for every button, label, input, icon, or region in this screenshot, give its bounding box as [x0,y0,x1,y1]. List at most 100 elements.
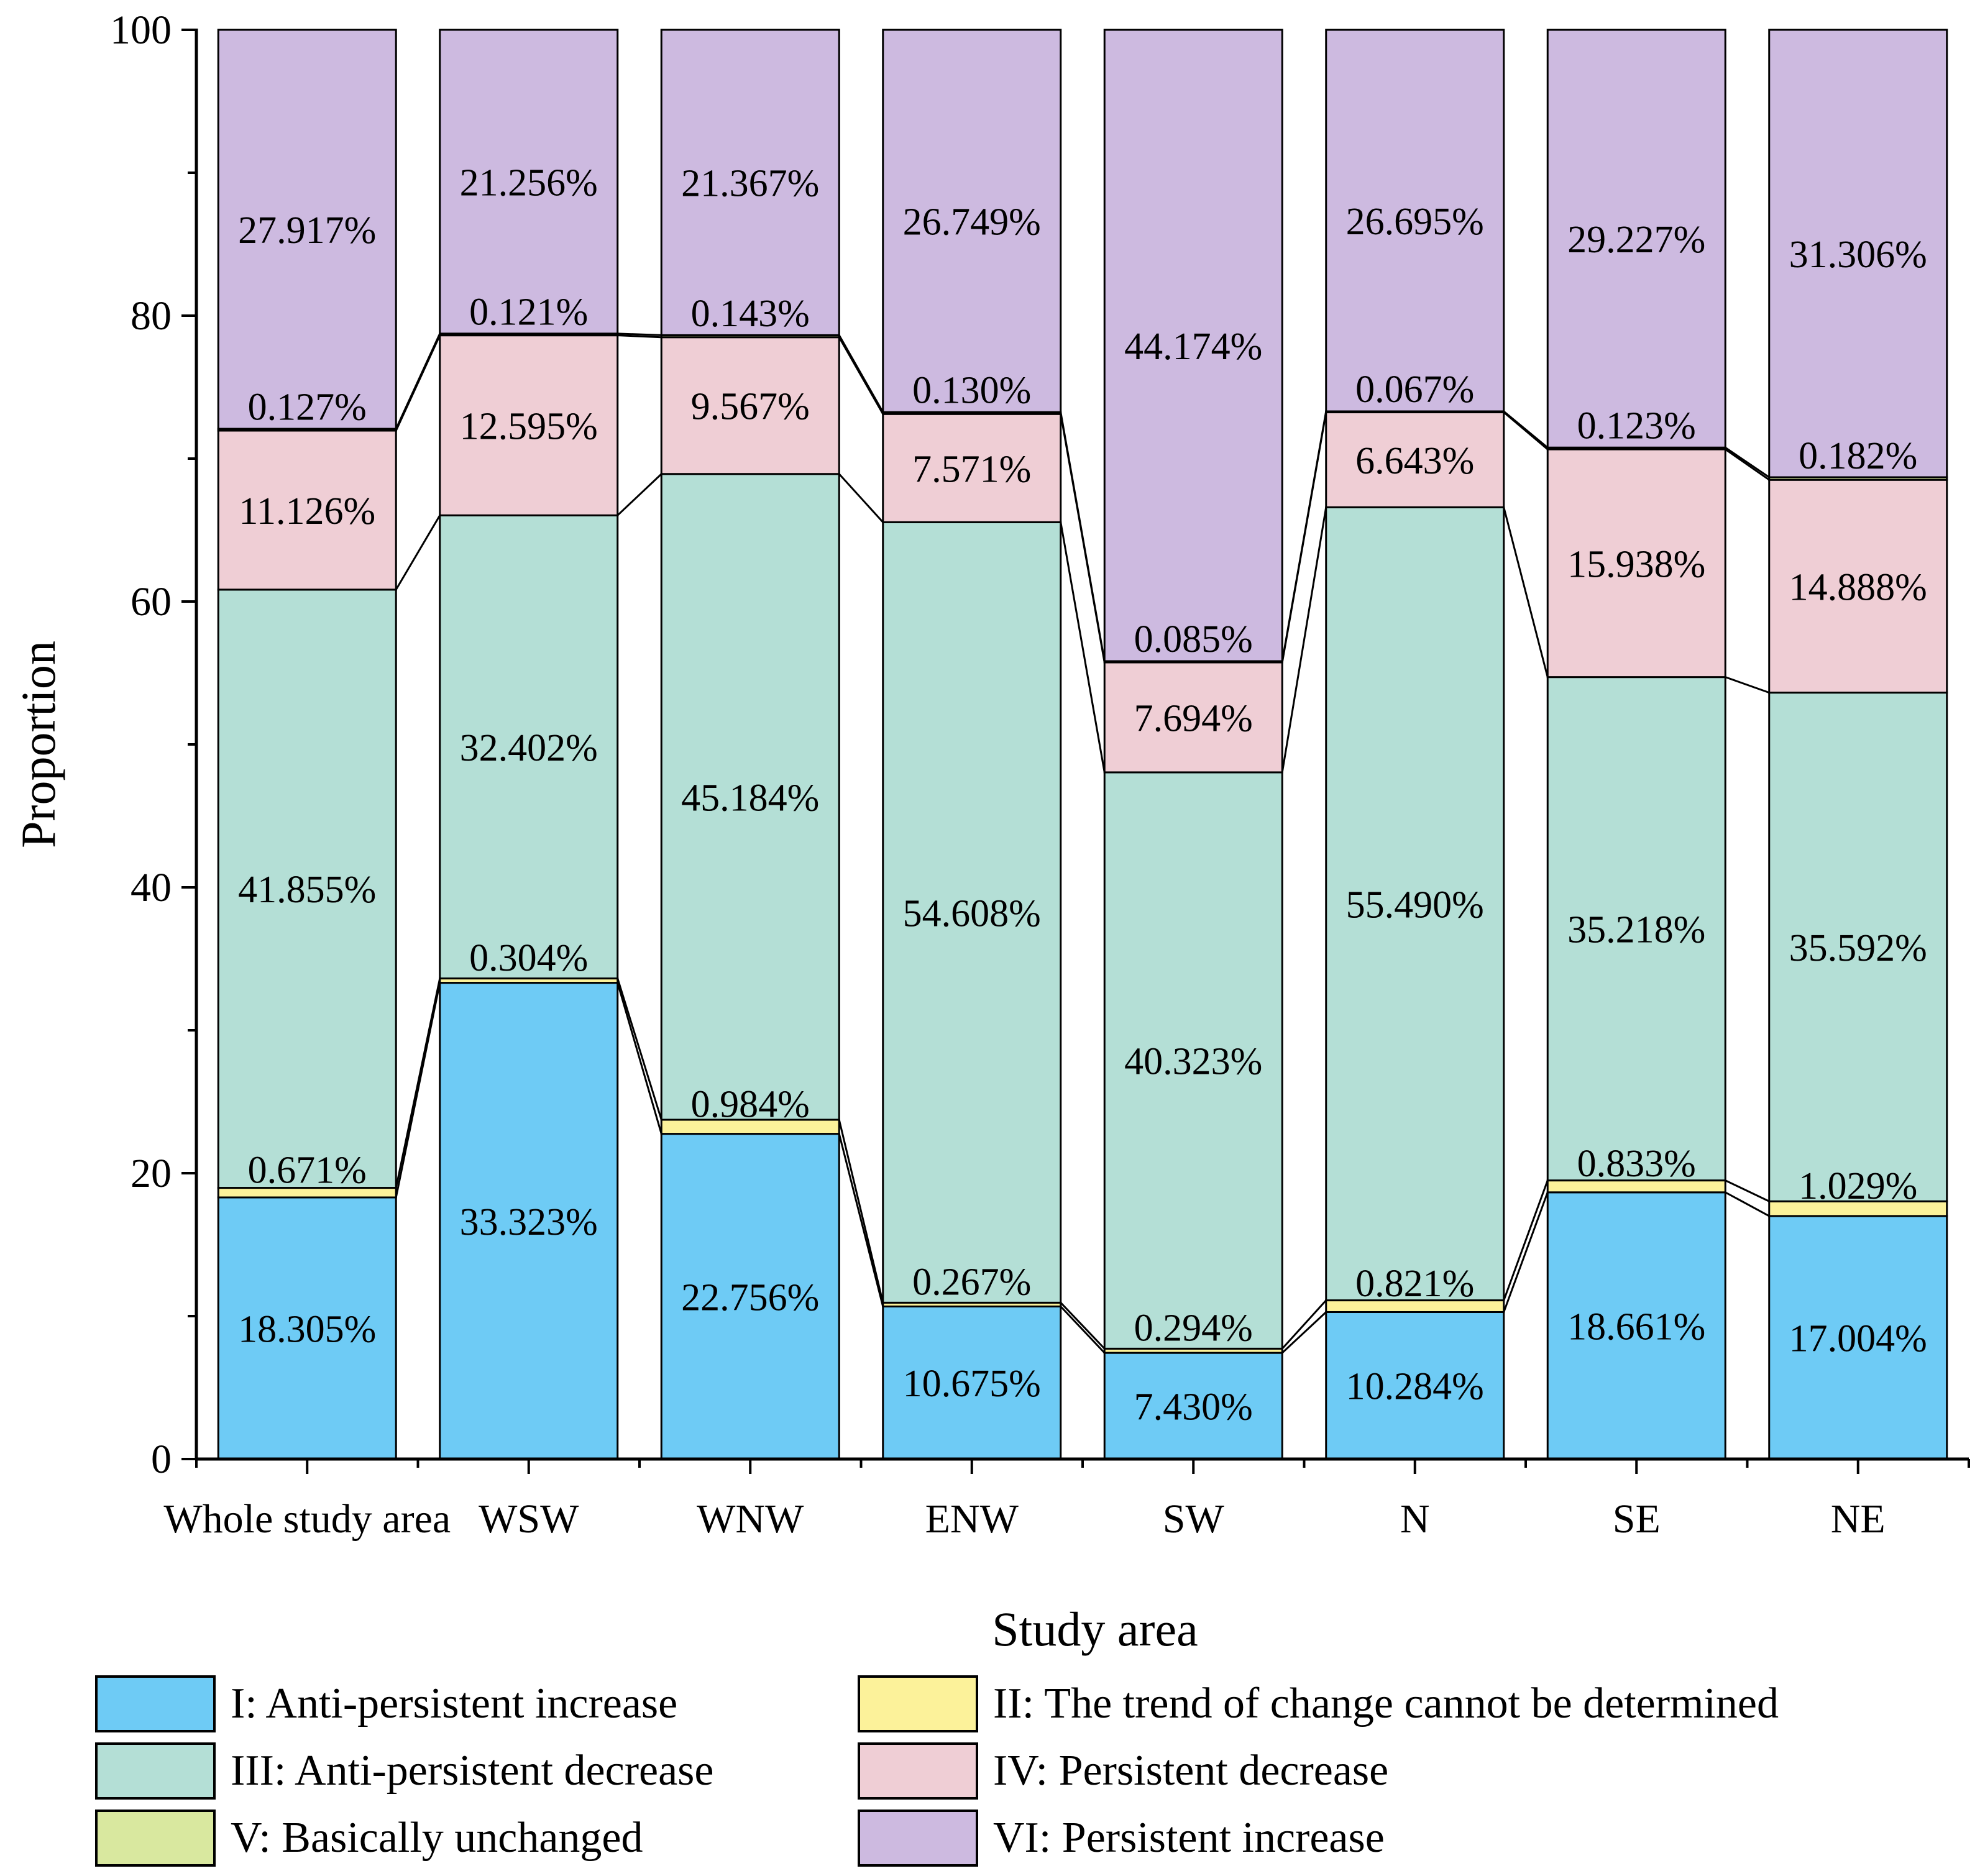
connector-line [616,978,662,1120]
legend-label: VI: Persistent increase [993,1814,1385,1862]
data-label: 0.130% [912,370,1031,412]
data-label: 35.592% [1789,927,1927,969]
data-label: 45.184% [681,777,819,819]
x-tick-label: SE [1613,1496,1661,1542]
bar-segment [1546,676,1726,1182]
data-label: 0.085% [1134,618,1253,661]
legend-swatch [95,1742,216,1800]
bar-segment [1325,506,1505,1302]
bar-segment [1768,1215,1948,1460]
data-label: 10.284% [1346,1366,1484,1408]
data-label: 32.402% [460,727,598,769]
data-label: 21.256% [460,162,598,204]
connector-line [1725,676,1770,694]
connector-line [1060,1306,1106,1354]
data-label: 0.127% [248,387,367,429]
connector-line [1503,506,1549,677]
connector-line [1503,1180,1549,1301]
data-label: 10.675% [903,1363,1041,1405]
bar-segment [882,521,1062,1304]
y-tick-label: 40 [131,865,172,910]
bar-segment [1768,478,1948,694]
connector-line [1503,1192,1549,1312]
bar-segment [439,29,619,335]
y-tick-label: 20 [131,1151,172,1196]
y-tick-label: 60 [131,579,172,625]
bar-segment [1768,29,1948,478]
y-tick-label: 80 [131,293,172,339]
bar-segment [1546,29,1726,449]
data-label: 27.917% [238,209,376,252]
x-tick-label: N [1400,1496,1430,1542]
connector-line [1725,1191,1770,1217]
legend-label: III: Anti-persistent decrease [231,1747,713,1795]
connector-line [1281,1299,1327,1350]
bar-segment [882,413,1062,523]
bar-segment [1768,692,1948,1202]
data-label: 0.143% [691,293,810,335]
connector-line [1060,411,1106,662]
data-label: 18.661% [1567,1306,1705,1348]
bar-segment [660,1133,840,1460]
data-label: 41.855% [238,869,376,911]
data-label: 14.888% [1789,566,1927,608]
x-tick-label: WNW [697,1496,804,1542]
data-label: 0.267% [912,1261,1031,1303]
data-label: 22.756% [681,1276,819,1319]
connector-line [1060,1302,1106,1350]
y-axis-title: Proportion [11,641,65,848]
data-label: 0.671% [248,1149,367,1191]
data-label: 0.821% [1355,1263,1474,1305]
data-label: 0.067% [1355,368,1474,411]
bar-segment [439,514,619,980]
connector-line [395,515,441,590]
connector-line [838,1119,884,1303]
connector-line [838,473,884,523]
data-label: 0.833% [1577,1143,1696,1185]
data-label: 18.305% [238,1308,376,1350]
bar-segment [660,336,840,475]
connector-line [1281,411,1327,662]
bar-connector-lines [395,332,1770,1354]
axes: 0 20 40 60 80 100 Whole study area WSW WNW ENW SW N… [110,7,1970,1542]
connector-line [617,332,662,336]
data-labels: 18.305% 0.671% 41.855% 11.126% 0.127% 27.917%… [238,162,1927,1428]
legend-label: I: Anti-persistent increase [231,1680,677,1727]
data-label: 0.304% [469,937,588,979]
legend-label: IV: Persistent decrease [993,1747,1388,1795]
data-label: 7.694% [1134,697,1253,739]
bar-segment [1546,448,1726,679]
connector-line [1725,446,1770,478]
legend-swatch [858,1742,978,1800]
bar-segment [1546,1191,1726,1460]
data-label: 17.004% [1789,1317,1927,1360]
data-label: 26.749% [903,201,1041,244]
connector-line [395,333,441,429]
bar-segment [1325,29,1505,413]
connector-line [1060,522,1106,773]
connector-line [838,334,884,413]
bar-segment [1103,1352,1283,1460]
x-tick-label: WSW [479,1496,579,1542]
legend-swatch [858,1675,978,1732]
bar-segment [882,1305,1062,1460]
bar-segment [882,29,1062,413]
data-label: 0.182% [1799,435,1917,477]
data-label: 15.938% [1567,543,1705,585]
y-tick-label: 100 [110,7,172,53]
legend-label: V: Basically unchanged [231,1814,643,1862]
data-label: 11.126% [239,490,375,533]
bar-segment [1325,1311,1505,1460]
connector-line [1281,1311,1327,1354]
bar-segment [1103,661,1283,774]
data-label: 35.218% [1567,909,1705,951]
data-label: 29.227% [1567,219,1705,261]
connector-line [395,982,441,1198]
data-label: 0.121% [469,291,588,333]
data-label: 40.323% [1124,1041,1262,1083]
connector-line [1281,507,1327,773]
data-label: 31.306% [1789,234,1927,276]
data-label: 55.490% [1346,884,1484,926]
bar-segment [1103,29,1283,662]
